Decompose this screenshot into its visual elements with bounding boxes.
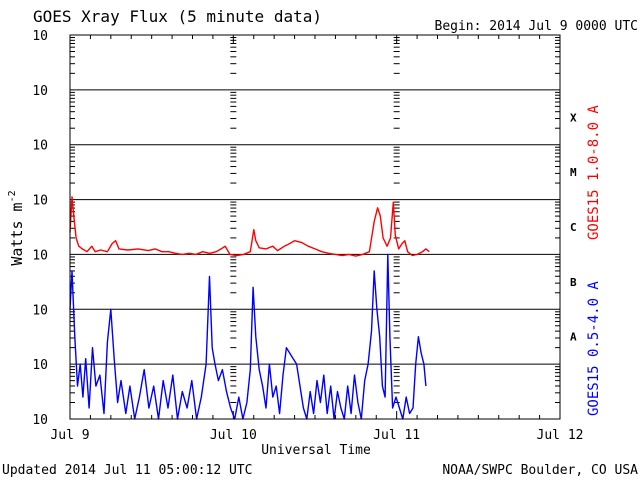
y-tick-label: 10 bbox=[32, 303, 48, 318]
x-tick-labels: Jul 9 Jul 10 Jul 11 Jul 12 bbox=[50, 428, 583, 443]
plot-frame bbox=[69, 34, 561, 420]
series-line-short-wave bbox=[69, 253, 427, 420]
y-axis-label-exp: -2 bbox=[7, 190, 18, 202]
y-tick-label: 10 bbox=[32, 84, 48, 99]
credit-label: NOAA/SWPC Boulder, CO USA bbox=[442, 463, 638, 478]
legend-short-wave: GOES15 0.5-4.0 A bbox=[586, 281, 602, 416]
y-tick-labels: 10-910-810-710-610-510-410-310-2 bbox=[32, 29, 48, 428]
flare-class-a: A bbox=[570, 331, 577, 344]
y-tick-label-base: 10 bbox=[32, 248, 48, 263]
y-axis-label: Watts m-2 bbox=[7, 190, 26, 265]
legend-long-wave: GOES15 1.0-8.0 A bbox=[586, 105, 602, 240]
x-axis-label: Universal Time bbox=[261, 443, 371, 458]
y-tick-label: 10 bbox=[32, 139, 48, 154]
y-tick-label: 10 bbox=[32, 358, 48, 373]
y-tick-label-base: 10 bbox=[32, 413, 48, 428]
grid-lines bbox=[70, 89, 560, 365]
y-axis-label-base: Watts m bbox=[8, 202, 26, 265]
chart-title: GOES Xray Flux (5 minute data) bbox=[33, 7, 322, 26]
y-tick-label-base: 10 bbox=[32, 194, 48, 209]
minor-ticks bbox=[69, 35, 561, 419]
flare-class-labels: A B C M X bbox=[570, 111, 577, 343]
y-tick-label: 10 bbox=[32, 194, 48, 209]
x-tick-label: Jul 9 bbox=[50, 428, 89, 443]
flare-class-b: B bbox=[570, 276, 577, 289]
flare-class-m: M bbox=[570, 166, 577, 179]
flare-class-c: C bbox=[570, 221, 577, 234]
series-line-long-wave bbox=[69, 196, 430, 257]
x-tick-label: Jul 12 bbox=[537, 428, 584, 443]
y-tick-label-base: 10 bbox=[32, 303, 48, 318]
y-tick-label: 10 bbox=[32, 413, 48, 428]
y-tick-label-base: 10 bbox=[32, 29, 48, 44]
y-tick-label: 10 bbox=[32, 29, 48, 44]
x-tick-label: Jul 10 bbox=[210, 428, 257, 443]
y-tick-label-base: 10 bbox=[32, 84, 48, 99]
begin-label: Begin: 2014 Jul 9 0000 UTC bbox=[435, 19, 639, 34]
y-tick-label: 10 bbox=[32, 248, 48, 263]
flare-class-x: X bbox=[570, 111, 577, 124]
updated-label: Updated 2014 Jul 11 05:00:12 UTC bbox=[2, 463, 252, 478]
y-tick-label-base: 10 bbox=[32, 358, 48, 373]
x-tick-label: Jul 11 bbox=[373, 428, 420, 443]
series-layer bbox=[69, 196, 430, 420]
y-tick-label-base: 10 bbox=[32, 139, 48, 154]
